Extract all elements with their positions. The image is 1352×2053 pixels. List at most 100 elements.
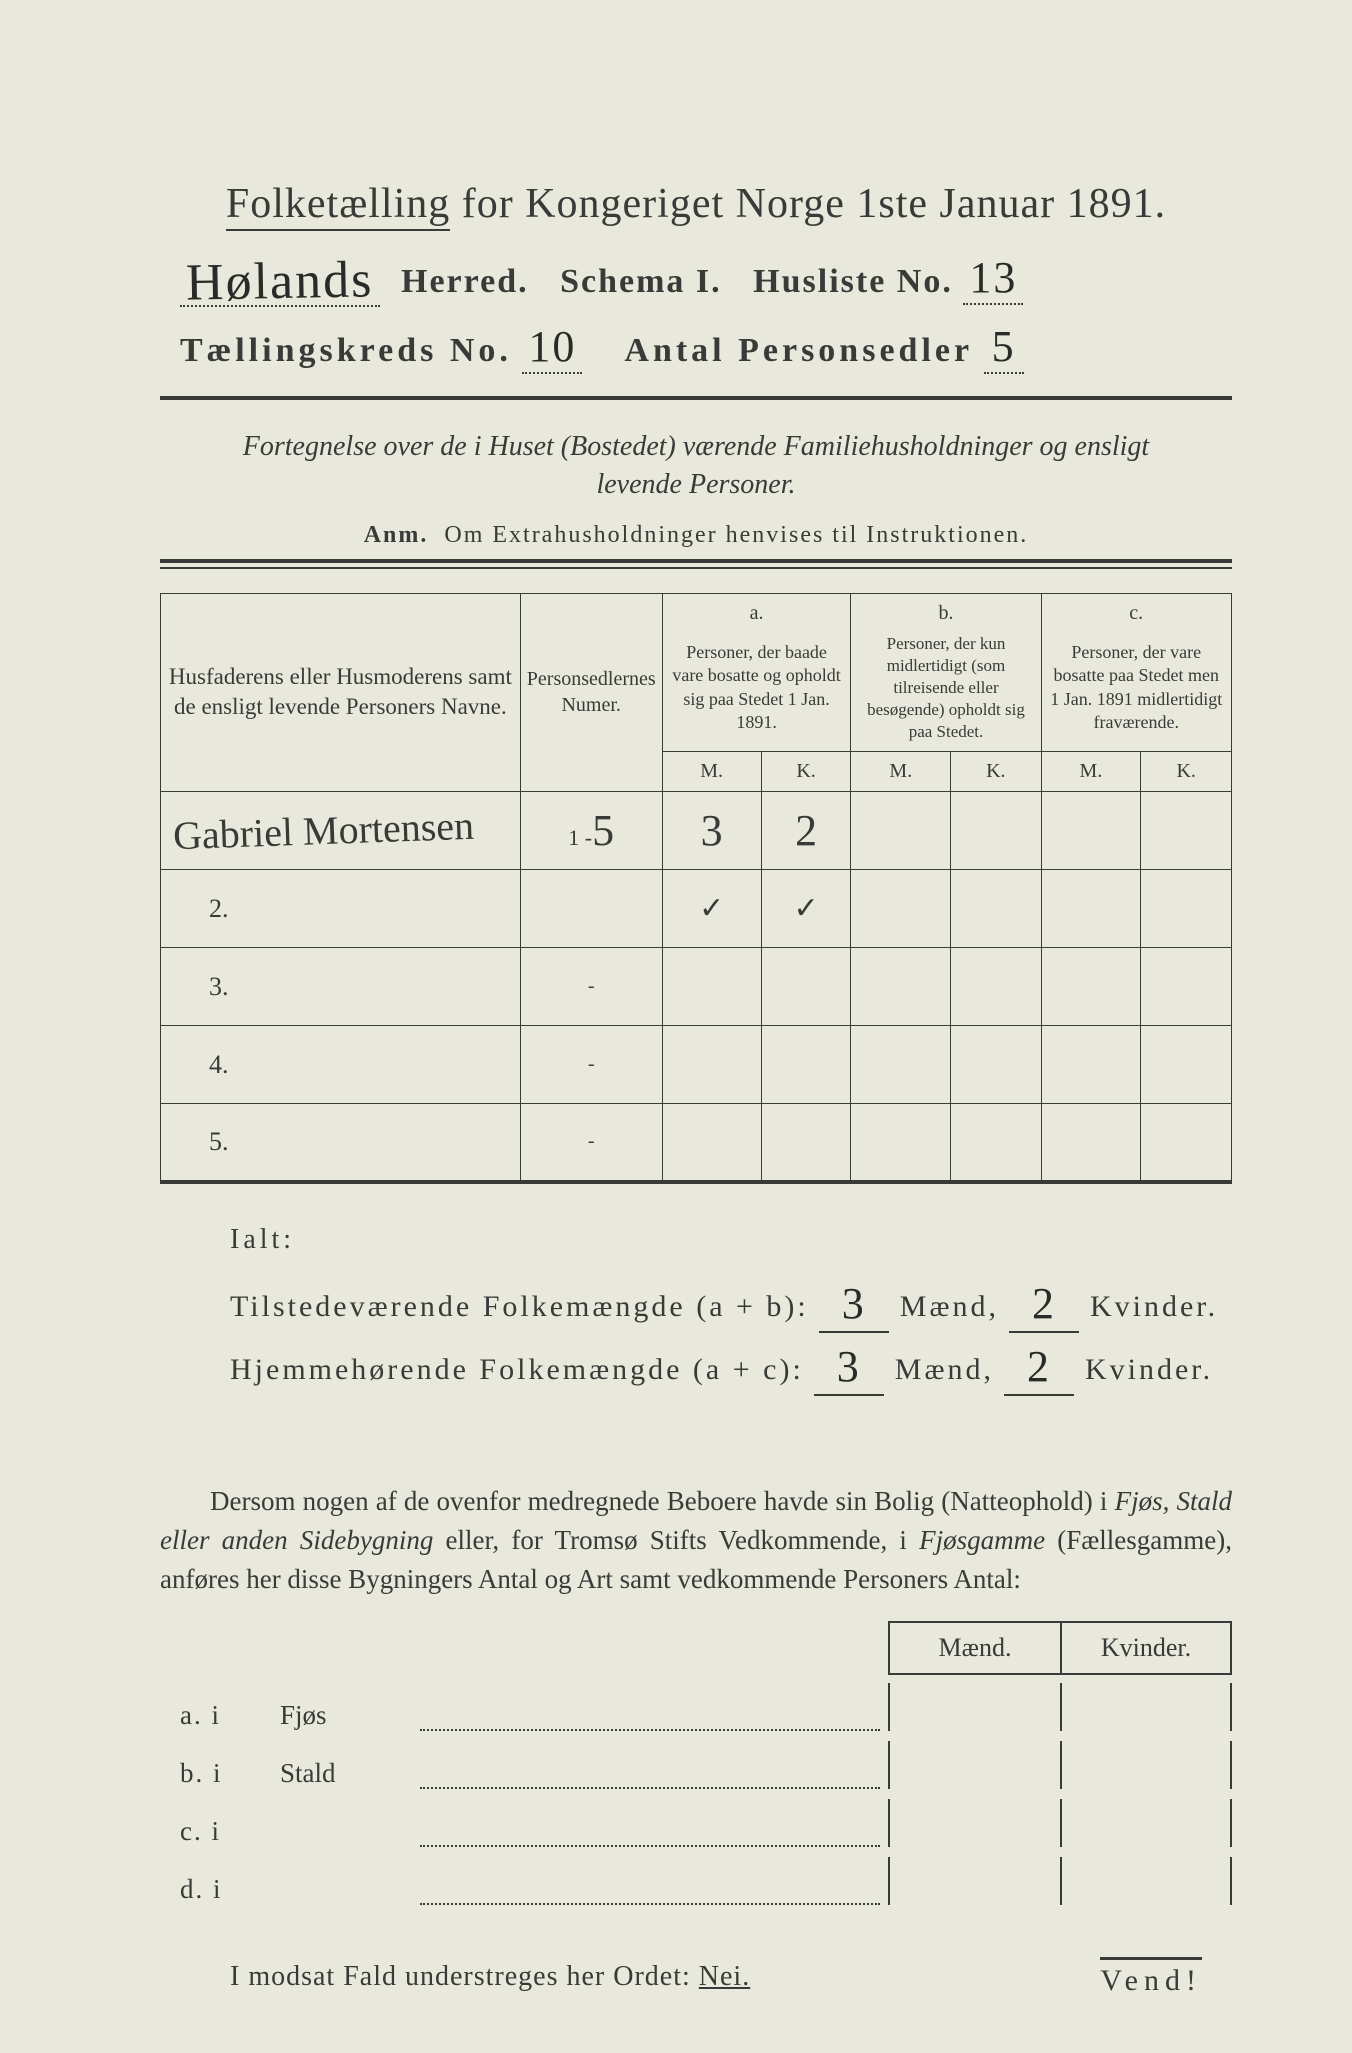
- subtitle: Fortegnelse over de i Huset (Bostedet) v…: [160, 428, 1232, 504]
- household-name: Gabriel Mortensen: [172, 802, 474, 859]
- census-table: Husfaderens eller Husmoderens samt de en…: [160, 593, 1232, 1184]
- th-c-k: K.: [1141, 752, 1232, 792]
- cell-aM: ✓: [662, 870, 761, 948]
- cell-bK: [951, 870, 1041, 948]
- abcd-m-box: [888, 1741, 1060, 1789]
- table-row: 4.-: [161, 1026, 1232, 1104]
- cell-cK: [1141, 1026, 1232, 1104]
- nei-line: I modsat Fald understreges her Ordet: Ne…: [160, 1961, 1232, 1993]
- cell-bK: [951, 948, 1041, 1026]
- cell-aM: [662, 1026, 761, 1104]
- abcd-m-box: [888, 1857, 1060, 1905]
- cell-aK: [761, 1026, 851, 1104]
- kreds-field: 10: [522, 321, 582, 374]
- th-c-m: M.: [1041, 752, 1141, 792]
- abcd-txt: Stald: [280, 1758, 420, 1789]
- cell-aM: [662, 948, 761, 1026]
- abcd-k-box: [1060, 1799, 1232, 1847]
- th-a-text: Personer, der baade vare bosatte og opho…: [662, 625, 851, 752]
- census-form-page: Folketælling for Kongeriget Norge 1ste J…: [0, 0, 1352, 2053]
- table-row: Gabriel Mortensen1 -532: [161, 792, 1232, 870]
- title-underlined: Folketælling: [226, 181, 450, 231]
- cell-bK: [951, 792, 1041, 870]
- th-names: Husfaderens eller Husmoderens samt de en…: [161, 593, 521, 791]
- abcd-dots: [420, 1875, 880, 1905]
- herred-value: Hølands: [186, 250, 374, 312]
- abcd-dots: [420, 1817, 880, 1847]
- abcd-k-box: [1060, 1857, 1232, 1905]
- abcd-k-box: [1060, 1683, 1232, 1731]
- cell-bK: [951, 1104, 1041, 1182]
- anm-line: Anm. Om Extrahusholdninger henvises til …: [160, 522, 1232, 549]
- cell-aK: [761, 948, 851, 1026]
- sum1-k-field: 2: [1009, 1280, 1079, 1333]
- abcd-lab: a. i: [160, 1700, 280, 1731]
- th-b-head: b.: [851, 593, 1041, 625]
- para-it2: Fjøsgamme: [919, 1525, 1045, 1555]
- cell-cM: [1041, 1026, 1141, 1104]
- kvinder-2: Kvinder.: [1085, 1353, 1213, 1386]
- herred-label: Herred.: [401, 263, 529, 300]
- cell-cM: [1041, 792, 1141, 870]
- anm-prefix: Anm.: [364, 522, 429, 548]
- mk-kvinder: Kvinder.: [1060, 1621, 1232, 1675]
- cell-name: 3.: [161, 948, 521, 1026]
- main-title: Folketælling for Kongeriget Norge 1ste J…: [160, 180, 1232, 228]
- personsedler-field: 5: [984, 321, 1024, 374]
- table-row: 3.-: [161, 948, 1232, 1026]
- head-row-1: Husfaderens eller Husmoderens samt de en…: [161, 593, 1232, 625]
- subtitle-l2: levende Personer.: [596, 469, 795, 500]
- th-num: Personsedlernes Numer.: [520, 593, 662, 791]
- para-t1: Dersom nogen af de ovenfor medregnede Be…: [210, 1486, 1115, 1516]
- cell-name: 2.: [161, 870, 521, 948]
- ialt-label: Ialt:: [230, 1224, 1232, 1256]
- title-rest: for Kongeriget Norge 1ste Januar 1891.: [450, 181, 1166, 227]
- cell-bM: [851, 1026, 951, 1104]
- cell-cK: [1141, 1104, 1232, 1182]
- abcd-row: a. iFjøs: [160, 1683, 1232, 1731]
- cell-cM: [1041, 1104, 1141, 1182]
- abcd-m-box: [888, 1799, 1060, 1847]
- cell-aM: [662, 1104, 761, 1182]
- cell-name: Gabriel Mortensen: [161, 792, 521, 870]
- cell-name: 5.: [161, 1104, 521, 1182]
- cell-numer: -: [520, 1104, 662, 1182]
- vend-label: Vend!: [1100, 1957, 1202, 1998]
- cell-numer: -: [520, 1026, 662, 1104]
- cell-cK: [1141, 792, 1232, 870]
- table-row: 5.-: [161, 1104, 1232, 1182]
- mk-maend: Mænd.: [888, 1621, 1060, 1675]
- table-row: 2. ✓✓: [161, 870, 1232, 948]
- herred-field: Hølands: [180, 246, 380, 307]
- census-tbody: Gabriel Mortensen1 -5322.✓✓3.-4.-5.-: [161, 792, 1232, 1182]
- abcd-k-box: [1060, 1741, 1232, 1789]
- cell-aK: ✓: [761, 870, 851, 948]
- cell-cM: [1041, 948, 1141, 1026]
- husliste-field: 13: [963, 252, 1023, 305]
- cell-numer: -: [520, 948, 662, 1026]
- cell-bK: [951, 1026, 1041, 1104]
- cell-cK: [1141, 870, 1232, 948]
- cell-name: 4.: [161, 1026, 521, 1104]
- abcd-dots: [420, 1701, 880, 1731]
- census-thead: Husfaderens eller Husmoderens samt de en…: [161, 593, 1232, 791]
- mk-header: Mænd. Kvinder.: [160, 1621, 1232, 1675]
- rule-2: [160, 559, 1232, 569]
- abcd-lab: c. i: [160, 1816, 280, 1847]
- rule-1: [160, 396, 1232, 400]
- personsedler-label: Antal Personsedler: [624, 332, 973, 369]
- schema-label: Schema I.: [560, 263, 722, 300]
- personsedler-value: 5: [992, 321, 1016, 372]
- cell-bM: [851, 948, 951, 1026]
- sum1-k: 2: [1032, 1278, 1057, 1329]
- totals-block: Ialt: Tilstedeværende Folkemængde (a + b…: [160, 1224, 1232, 1392]
- sum2-m-field: 3: [814, 1343, 884, 1396]
- sum-line-2: Hjemmehørende Folkemængde (a + c): 3 Mæn…: [230, 1339, 1232, 1392]
- sum1-label: Tilstedeværende Folkemængde (a + b):: [230, 1290, 809, 1323]
- cell-aK: [761, 1104, 851, 1182]
- abcd-lab: b. i: [160, 1758, 280, 1789]
- cell-bM: [851, 1104, 951, 1182]
- kvinder-1: Kvinder.: [1090, 1290, 1218, 1323]
- sum2-m: 3: [837, 1341, 862, 1392]
- th-a-k: K.: [761, 752, 851, 792]
